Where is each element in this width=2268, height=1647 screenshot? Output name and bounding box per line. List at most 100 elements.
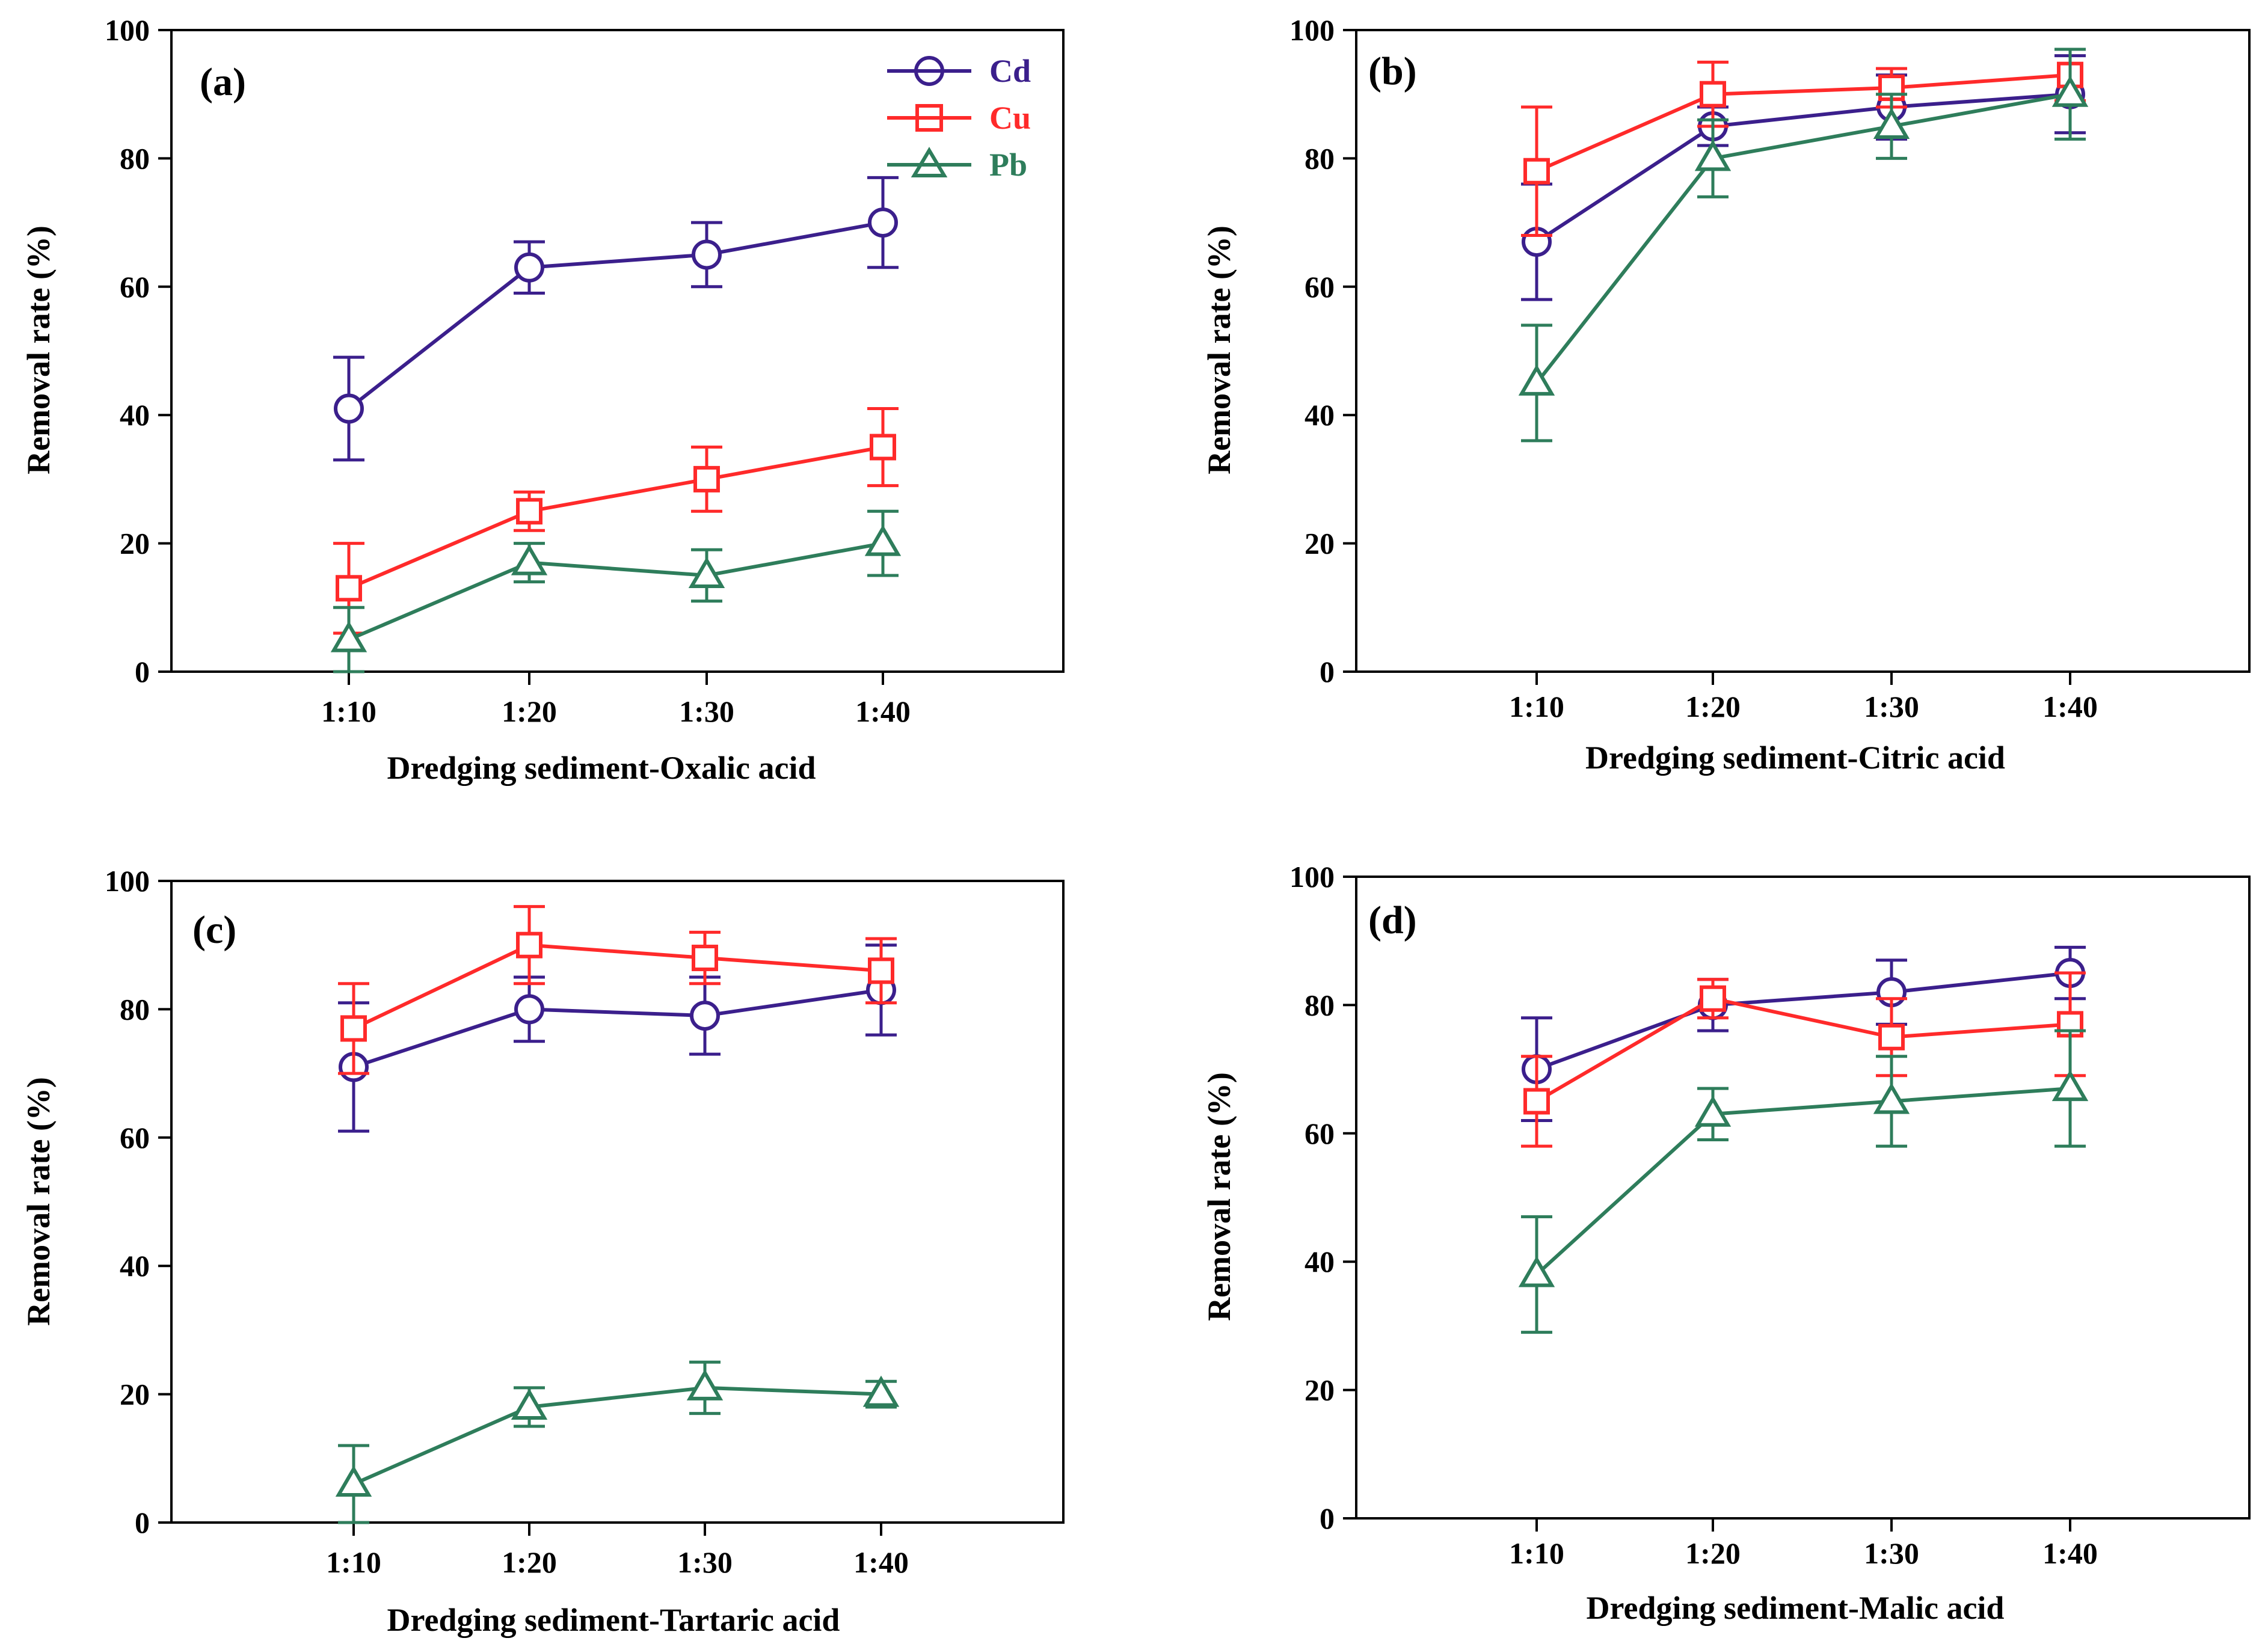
- panel-a: Dredging sediment-Oxalic acid Removal ra…: [20, 13, 1065, 786]
- panel-c-xtick-label: 1:30: [677, 1545, 733, 1579]
- panel-c-point-pb: [686, 1369, 724, 1400]
- panel-b-ytick-label: 40: [1305, 398, 1335, 432]
- panel-d-label: (d): [1368, 898, 1417, 942]
- panel-a-xtick-label: 1:20: [502, 695, 557, 728]
- panel-a-point-cu: [336, 575, 362, 602]
- panel-a-series-pb-line: [348, 541, 884, 642]
- panel-a-point-cd: [514, 252, 544, 283]
- panel-d: Dredging sediment-Malic acid Removal rat…: [1201, 860, 2251, 1626]
- panel-c-xlabel: Dredging sediment-Tartaric acid: [387, 1602, 840, 1638]
- panel-d-point-pb: [2051, 1070, 2089, 1102]
- panel-c-label: (c): [192, 908, 236, 952]
- panel-a-ytick-label: 100: [105, 13, 150, 47]
- panel-b-xtick-label: 1:30: [1864, 690, 1919, 723]
- panel-c-ytick-label: 80: [120, 992, 150, 1026]
- panel-d-series-cd-line: [1535, 971, 2071, 1071]
- panel-d-point-cu: [1523, 1088, 1550, 1115]
- panel-d-xlabel: Dredging sediment-Malic acid: [1587, 1590, 2005, 1626]
- panel-d-ytick-label: 80: [1305, 988, 1335, 1022]
- panel-c-ytick-label: 60: [120, 1121, 150, 1155]
- panel-c-point-pb: [511, 1388, 548, 1420]
- panel-a-point-pb: [511, 544, 548, 575]
- panel-c-point-pb: [862, 1375, 900, 1407]
- legend-marker-cu: [915, 104, 943, 132]
- panel-a-xtick-label: 1:10: [321, 695, 376, 728]
- panel-c-point-cu: [868, 957, 894, 984]
- panel-b-series-cd-line: [1535, 92, 2071, 244]
- legend: Cd Cu Pb: [887, 53, 1031, 183]
- panel-d-ylabel: Removal rate (%): [1201, 1072, 1237, 1321]
- panel-b-xtick-label: 1:20: [1685, 690, 1741, 723]
- panel-c-ytick-label: 0: [135, 1506, 150, 1539]
- panel-d-point-cu: [1700, 985, 1726, 1012]
- panel-d-series-cu-line: [1535, 996, 2071, 1103]
- panel-c-xtick-label: 1:40: [853, 1545, 909, 1579]
- panel-c-ytick-label: 100: [105, 864, 150, 898]
- panel-d-series-pb-line: [1535, 1087, 2071, 1276]
- panel-d-point-pb: [1518, 1256, 1555, 1287]
- panel-d-ytick-label: 60: [1305, 1117, 1335, 1150]
- panel-b-point-pb: [1518, 364, 1555, 396]
- panel-a-point-cu: [870, 434, 896, 461]
- panel-b-xtick-label: 1:40: [2042, 690, 2098, 723]
- panel-a-ytick-label: 20: [120, 527, 150, 560]
- legend-marker-cd: [914, 56, 944, 86]
- panel-c-xtick-label: 1:10: [326, 1545, 381, 1579]
- panel-a-point-pb: [330, 621, 367, 652]
- panel-b-xlabel: Dredging sediment-Citric acid: [1585, 740, 2005, 776]
- panel-a-point-cu: [516, 498, 542, 525]
- panel-a-label: (a): [200, 60, 246, 104]
- panel-a-point-cd: [334, 393, 364, 424]
- panel-c-series-pb-line: [352, 1385, 882, 1486]
- panel-b-ylabel: Removal rate (%): [1201, 225, 1237, 474]
- panel-a-ytick-label: 60: [120, 270, 150, 304]
- panel-a-point-cu: [693, 465, 720, 492]
- panel-c-point-pb: [335, 1465, 372, 1497]
- panel-a-point-pb: [864, 524, 902, 556]
- panel-b-point-cu: [1700, 81, 1726, 108]
- panel-d-point-cu: [1878, 1023, 1905, 1050]
- legend-item-cu: Cu: [887, 100, 1031, 136]
- legend-item-cd: Cd: [887, 53, 1031, 89]
- panel-c: Dredging sediment-Tartaric acid Removal …: [20, 864, 1065, 1638]
- panel-a-point-cd: [692, 239, 722, 270]
- legend-label-cu: Cu: [989, 100, 1031, 136]
- panel-c-ytick-label: 40: [120, 1249, 150, 1283]
- panel-a-ytick-label: 40: [120, 398, 150, 432]
- panel-b-point-pb: [1694, 140, 1732, 171]
- panel-a-ytick-label: 80: [120, 141, 150, 175]
- panel-c-frame: [170, 880, 1065, 1524]
- panel-b: Dredging sediment-Citric acid Removal ra…: [1201, 13, 2251, 776]
- panel-d-xtick-label: 1:10: [1509, 1536, 1564, 1570]
- legend-item-pb: Pb: [887, 147, 1027, 183]
- panel-a-series-cu-line: [348, 445, 884, 590]
- panel-d-xtick-label: 1:30: [1864, 1536, 1919, 1570]
- panel-b-label: (b): [1368, 49, 1417, 93]
- panel-a-frame: [170, 29, 1065, 673]
- panel-c-series-cd-line: [353, 988, 882, 1069]
- panel-b-series-cu-line: [1535, 73, 2071, 173]
- panel-c-point-cu: [692, 945, 718, 972]
- panel-d-point-pb: [1694, 1095, 1732, 1127]
- panel-b-ytick-label: 80: [1305, 141, 1335, 175]
- legend-label-pb: Pb: [989, 147, 1027, 183]
- panel-d-xtick-label: 1:40: [2042, 1536, 2098, 1570]
- panel-a-xlabel: Dredging sediment-Oxalic acid: [387, 750, 816, 786]
- panel-c-ytick-label: 20: [120, 1378, 150, 1411]
- panel-a-ytick-label: 0: [135, 655, 150, 689]
- panel-d-point-pb: [1873, 1082, 1910, 1114]
- panel-b-ytick-label: 0: [1320, 655, 1335, 689]
- legend-marker-pb: [911, 147, 948, 177]
- panel-b-frame: [1355, 29, 2251, 673]
- panel-d-ytick-label: 100: [1289, 860, 1335, 894]
- panel-b-ytick-label: 60: [1305, 270, 1335, 304]
- legend-label-cd: Cd: [989, 53, 1031, 89]
- panel-c-point-cu: [340, 1015, 367, 1042]
- panel-c-xtick-label: 1:20: [502, 1545, 557, 1579]
- panel-d-frame: [1355, 876, 2251, 1520]
- panel-c-point-cu: [516, 931, 542, 958]
- panel-c-point-cd: [514, 994, 544, 1025]
- panel-a-point-cd: [868, 207, 898, 238]
- panel-b-point-pb: [1873, 108, 1910, 140]
